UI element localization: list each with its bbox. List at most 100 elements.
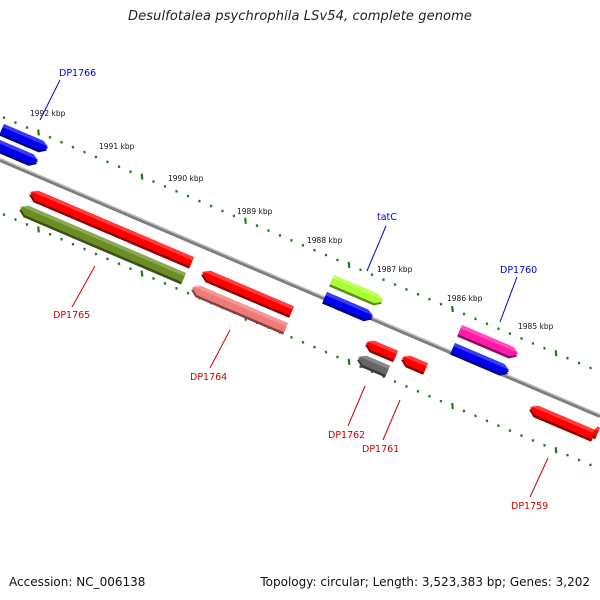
scale-tick bbox=[60, 237, 63, 241]
scale-ticks-lower bbox=[2, 213, 592, 467]
scale-tick bbox=[106, 257, 109, 261]
scale-tick bbox=[2, 213, 6, 217]
gene-arrow-highlight bbox=[460, 325, 519, 353]
gene-arrow-highlight bbox=[325, 292, 374, 316]
scale-tick bbox=[14, 121, 17, 125]
gene-arrow-highlight bbox=[30, 190, 194, 261]
gene-arrow-a15[interactable] bbox=[591, 426, 600, 440]
gene-arrow-highlight bbox=[453, 343, 510, 371]
gene-arrow-a3[interactable] bbox=[27, 188, 194, 269]
scale-tick bbox=[140, 270, 144, 277]
gene-label-tatc[interactable]: tatC bbox=[377, 212, 397, 223]
scale-tick bbox=[359, 268, 362, 272]
scale-tick bbox=[267, 229, 270, 233]
scale-tick bbox=[405, 287, 408, 291]
scale-tick bbox=[370, 273, 374, 277]
scale-tick bbox=[25, 223, 29, 226]
map-title: Desulfotalea psychrophila LSv54, complet… bbox=[128, 9, 472, 24]
gene-arrow-a2[interactable] bbox=[0, 140, 40, 169]
scale-tick bbox=[175, 286, 178, 290]
scale-tick bbox=[497, 327, 500, 331]
scale-tick bbox=[324, 350, 328, 354]
scale-tick bbox=[163, 184, 167, 188]
scale-tick bbox=[221, 209, 224, 213]
scale-tick bbox=[428, 394, 431, 398]
gene-label-dp1766[interactable]: DP1766 bbox=[59, 68, 96, 79]
scale-tick bbox=[520, 434, 523, 437]
gene-arrow-a1[interactable] bbox=[0, 124, 50, 155]
gene-arrow-a6[interactable] bbox=[189, 283, 288, 335]
scale-tick bbox=[393, 380, 397, 384]
scale-tick bbox=[577, 458, 581, 462]
gene-label-dp1759[interactable]: DP1759 bbox=[511, 501, 548, 512]
gene-arrow-highlight bbox=[332, 275, 384, 300]
scale-tick bbox=[439, 399, 443, 403]
scale-label: 1985 kbp bbox=[518, 322, 554, 331]
scale-tick bbox=[554, 447, 558, 454]
scale-tick bbox=[2, 116, 6, 120]
gene-arrow-a9[interactable] bbox=[363, 338, 399, 363]
scale-tick bbox=[589, 463, 592, 467]
leader-line bbox=[529, 457, 549, 498]
scale-tick bbox=[554, 350, 558, 357]
gene-arrow-a10[interactable] bbox=[355, 353, 391, 378]
scale-tick bbox=[382, 278, 385, 282]
gene-arrow-a8[interactable] bbox=[322, 292, 375, 324]
scale-tick bbox=[543, 346, 546, 350]
scale-tick bbox=[531, 438, 535, 442]
gene-arrow-body bbox=[402, 355, 429, 373]
scale-tick bbox=[290, 335, 293, 339]
gene-label-leaders bbox=[39, 79, 549, 498]
scale-label: 1992 kbp bbox=[30, 109, 66, 118]
gene-arrow-a4[interactable] bbox=[17, 203, 187, 285]
gene-arrow-a5[interactable] bbox=[199, 268, 294, 318]
scale-tick bbox=[451, 402, 454, 410]
gene-arrow-a13[interactable] bbox=[450, 343, 511, 378]
scale-tick bbox=[163, 281, 167, 285]
scale-tick bbox=[589, 366, 592, 370]
scale-ticks-upper bbox=[2, 116, 592, 370]
scale-tick bbox=[359, 365, 362, 369]
genome-backbone-highlight bbox=[0, 158, 600, 416]
scale-tick bbox=[232, 214, 236, 218]
scale-tick bbox=[336, 258, 339, 262]
gene-arrow-a12[interactable] bbox=[457, 325, 520, 361]
leader-line bbox=[71, 265, 96, 308]
scale-tick bbox=[152, 277, 155, 280]
scale-tick bbox=[117, 165, 121, 169]
scale-tick bbox=[313, 345, 316, 349]
scale-tick bbox=[186, 194, 190, 198]
scale-tick bbox=[152, 180, 155, 183]
gene-arrow-body bbox=[358, 355, 391, 375]
gene-arrow-a11[interactable] bbox=[399, 353, 429, 375]
scale-tick bbox=[543, 443, 546, 447]
scale-tick bbox=[485, 419, 489, 423]
gene-label-dp1760[interactable]: DP1760 bbox=[500, 265, 537, 276]
gene-label-dp1765[interactable]: DP1765 bbox=[53, 310, 90, 321]
gene-arrow-body bbox=[202, 270, 294, 316]
gene-arrow-highlight bbox=[192, 285, 288, 327]
scale-tick bbox=[48, 135, 52, 139]
gene-arrow-highlight bbox=[20, 205, 187, 277]
gene-arrow-a7[interactable] bbox=[329, 275, 385, 308]
scale-tick bbox=[577, 361, 581, 365]
gene-arrow-body bbox=[366, 340, 399, 360]
scale-tick bbox=[474, 317, 477, 321]
scale-tick bbox=[106, 160, 109, 164]
scale-tick bbox=[198, 199, 201, 203]
gene-arrow-a14[interactable] bbox=[527, 403, 596, 442]
gene-arrow-body bbox=[192, 285, 288, 333]
scale-tick bbox=[393, 283, 397, 287]
gene-label-dp1761[interactable]: DP1761 bbox=[362, 444, 399, 455]
gene-arrow-highlight bbox=[366, 340, 399, 355]
scale-label: 1989 kbp bbox=[237, 207, 273, 216]
scale-tick bbox=[347, 358, 351, 366]
scale-label: 1987 kbp bbox=[377, 265, 413, 274]
gene-label-dp1762[interactable]: DP1762 bbox=[328, 430, 365, 441]
gene-arrow-highlight bbox=[0, 140, 39, 161]
genome-backbone bbox=[0, 158, 600, 418]
scale-tick bbox=[508, 332, 512, 336]
scale-tick bbox=[94, 252, 98, 256]
gene-label-dp1764[interactable]: DP1764 bbox=[190, 372, 227, 383]
